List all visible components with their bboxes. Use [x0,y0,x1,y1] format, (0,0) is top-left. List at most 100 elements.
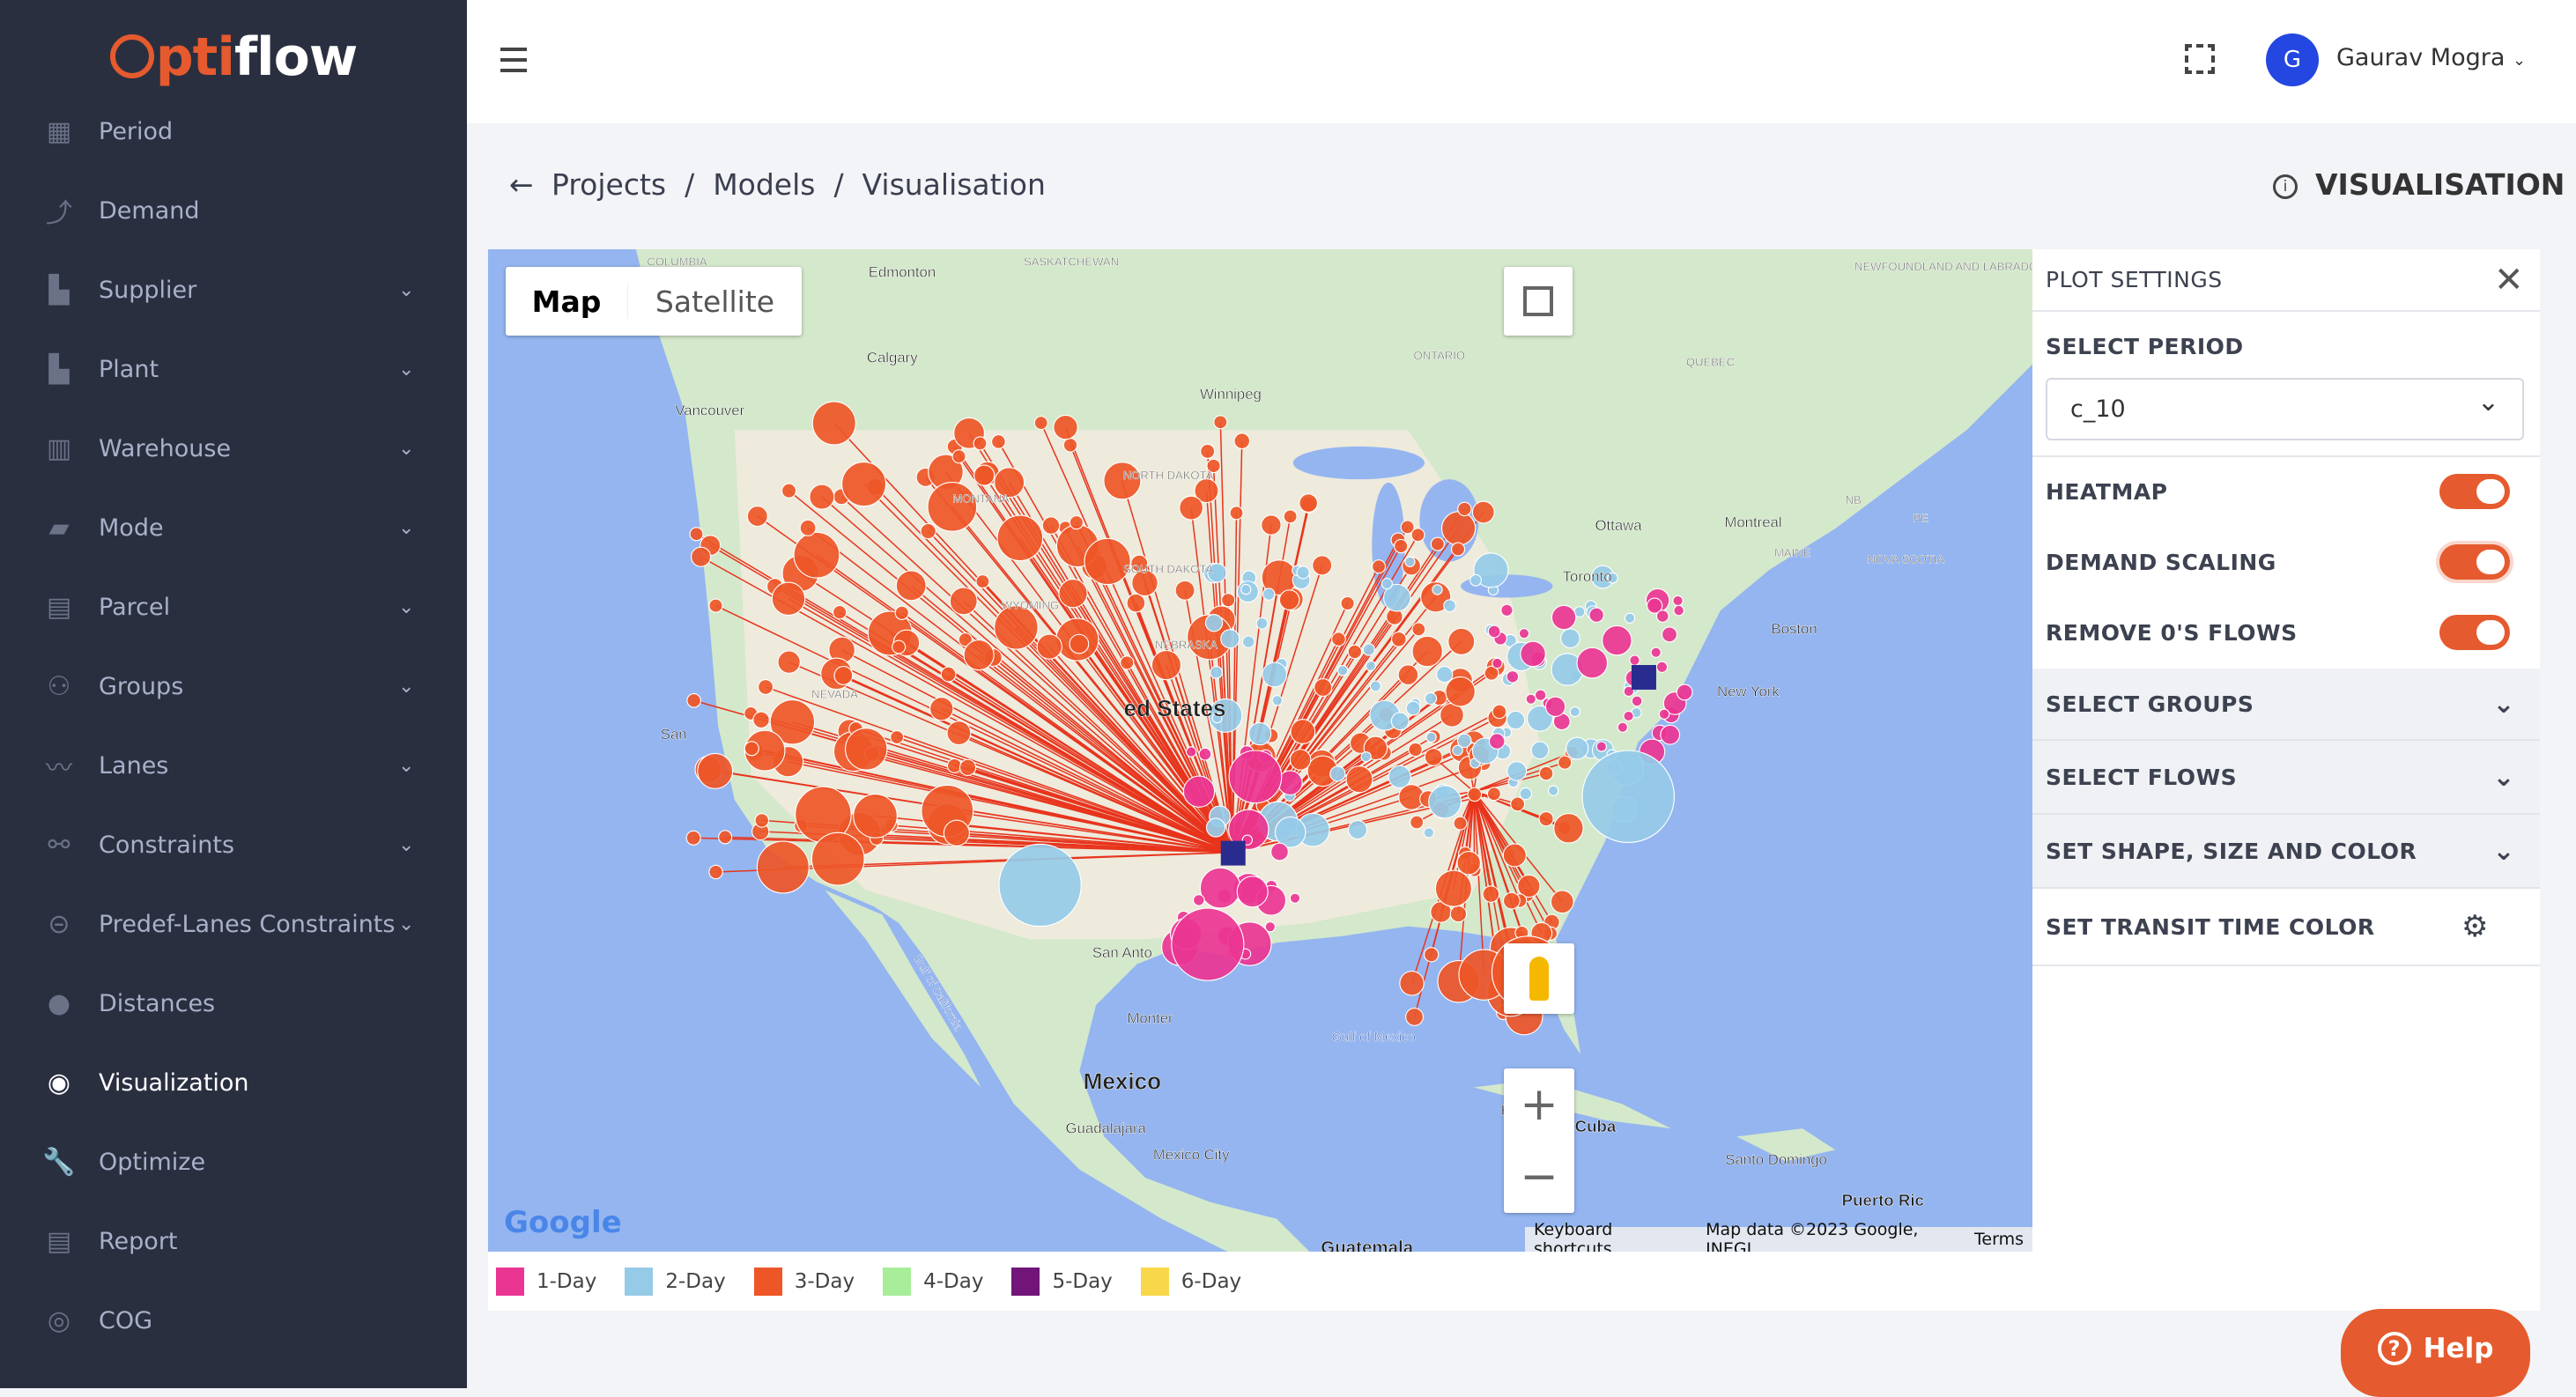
sidebar-item-constraints[interactable]: ⚯ Constraints ⌄ [0,818,467,871]
demand-marker[interactable] [1345,765,1373,794]
demand-marker[interactable] [1220,629,1240,649]
demand-marker[interactable] [1200,443,1216,459]
demand-marker[interactable] [799,519,817,536]
demand-marker[interactable] [1452,744,1463,757]
demand-marker[interactable] [1103,462,1142,500]
demand-marker[interactable] [1467,787,1483,802]
demand-marker[interactable] [1420,581,1452,613]
demand-marker[interactable] [853,793,898,839]
demand-marker[interactable] [963,639,995,671]
demand-marker[interactable] [1547,785,1559,796]
demand-marker[interactable] [1469,573,1482,587]
demand-marker[interactable] [1382,583,1411,612]
demand-marker[interactable] [1560,628,1580,649]
demand-marker[interactable] [1041,516,1061,535]
demand-marker[interactable] [1362,643,1375,656]
map-canvas[interactable]: Edmonton Calgary Vancouver Winnipeg ONTARIO Q… [488,249,2032,1252]
demand-marker[interactable] [1544,696,1566,717]
demand-marker[interactable] [998,843,1082,928]
demand-marker[interactable] [1365,660,1377,672]
demand-marker[interactable] [841,462,887,507]
demand-marker[interactable] [996,514,1044,562]
street-view-pegman-button[interactable] [1504,943,1574,1014]
demand-marker[interactable] [845,728,888,771]
demand-marker[interactable] [1171,907,1245,981]
demand-marker[interactable] [994,467,1025,499]
demand-marker[interactable] [1661,626,1677,643]
demand-marker[interactable] [1595,741,1607,752]
demand-marker[interactable] [1410,528,1425,543]
demand-marker[interactable] [758,678,774,695]
demand-marker[interactable] [1551,604,1577,631]
demand-marker[interactable] [1456,850,1481,876]
demand-marker[interactable] [1405,1008,1425,1026]
demand-marker[interactable] [1241,635,1255,648]
demand-marker[interactable] [894,605,909,620]
demand-marker[interactable] [1428,785,1462,819]
demand-marker[interactable] [1213,415,1228,430]
sidebar-item-demand[interactable]: ⤴ Demand [0,184,467,237]
demand-marker[interactable] [1502,843,1527,868]
demand-marker[interactable] [1198,747,1212,761]
demand-marker[interactable] [1440,511,1477,546]
demand-marker[interactable] [1517,874,1541,898]
demand-marker[interactable] [1126,593,1146,613]
demand-marker[interactable] [1486,787,1501,802]
demand-marker[interactable] [1655,610,1669,623]
demand-marker[interactable] [833,666,854,685]
gear-icon[interactable]: ⚙ [2461,909,2489,944]
demand-marker[interactable] [1331,632,1346,647]
demand-marker[interactable] [1372,559,1387,574]
demand-marker[interactable] [1607,572,1618,584]
demand-marker[interactable] [1410,815,1425,830]
demand-marker[interactable] [1274,816,1307,848]
demand-marker[interactable] [1519,787,1533,801]
demand-marker[interactable] [811,401,856,446]
demand-marker[interactable] [718,830,733,845]
demand-marker[interactable] [1526,705,1553,732]
sidebar-item-predef-lanes-constraints[interactable]: ⊝ Predef-Lanes Constraints ⌄ [0,898,467,950]
set-shape-size-color-section[interactable]: SET SHAPE, SIZE AND COLOR ⌄ [2032,815,2540,889]
demand-marker[interactable] [1390,631,1407,647]
demand-marker[interactable] [746,506,768,528]
demand-marker[interactable] [708,864,723,880]
demand-marker[interactable] [975,574,990,589]
demand-marker[interactable] [1283,509,1298,524]
demand-marker[interactable] [1036,633,1062,660]
demand-marker[interactable] [1482,885,1500,903]
sidebar-item-period[interactable]: ▦ Period [0,105,467,158]
demand-marker[interactable] [1199,867,1241,909]
demand-marker[interactable] [1487,625,1501,639]
demand-marker[interactable] [1473,552,1509,588]
demand-marker[interactable] [1647,597,1663,614]
demand-marker[interactable] [1430,536,1445,551]
demand-marker[interactable] [1502,891,1521,910]
sidebar-item-optimize[interactable]: 🔧 Optimize [0,1135,467,1188]
demand-marker[interactable] [1538,810,1554,827]
demand-marker[interactable] [1456,733,1472,749]
zoom-out-button[interactable]: − [1520,1150,1558,1203]
demand-marker[interactable] [1451,542,1466,557]
demand-marker[interactable] [1296,565,1310,580]
demand-marker[interactable] [1588,607,1604,624]
demand-marker[interactable] [1550,890,1574,914]
sidebar-item-supplier[interactable]: ▙ Supplier ⌄ [0,263,467,316]
demand-marker[interactable] [752,711,770,729]
keyboard-shortcuts-link[interactable]: Keyboard shortcuts [1534,1220,1613,1252]
demand-marker[interactable] [1033,416,1048,431]
demand-marker[interactable] [1425,731,1437,743]
demand-marker[interactable] [1340,595,1355,611]
demand-marker[interactable] [771,581,806,616]
demand-marker[interactable] [1062,438,1078,453]
demand-marker[interactable] [1182,775,1216,808]
demand-marker[interactable] [1453,816,1468,831]
demand-marker[interactable] [1629,654,1640,666]
demand-marker[interactable] [994,605,1039,650]
demand-marker[interactable] [1233,432,1251,449]
demand-marker[interactable] [1208,698,1243,733]
demand-marker[interactable] [1360,750,1372,763]
map-type-satellite-button[interactable]: Satellite [627,284,802,319]
demand-marker[interactable] [1120,655,1135,670]
demand-marker[interactable] [1411,622,1426,637]
demand-marker[interactable] [1394,538,1409,554]
